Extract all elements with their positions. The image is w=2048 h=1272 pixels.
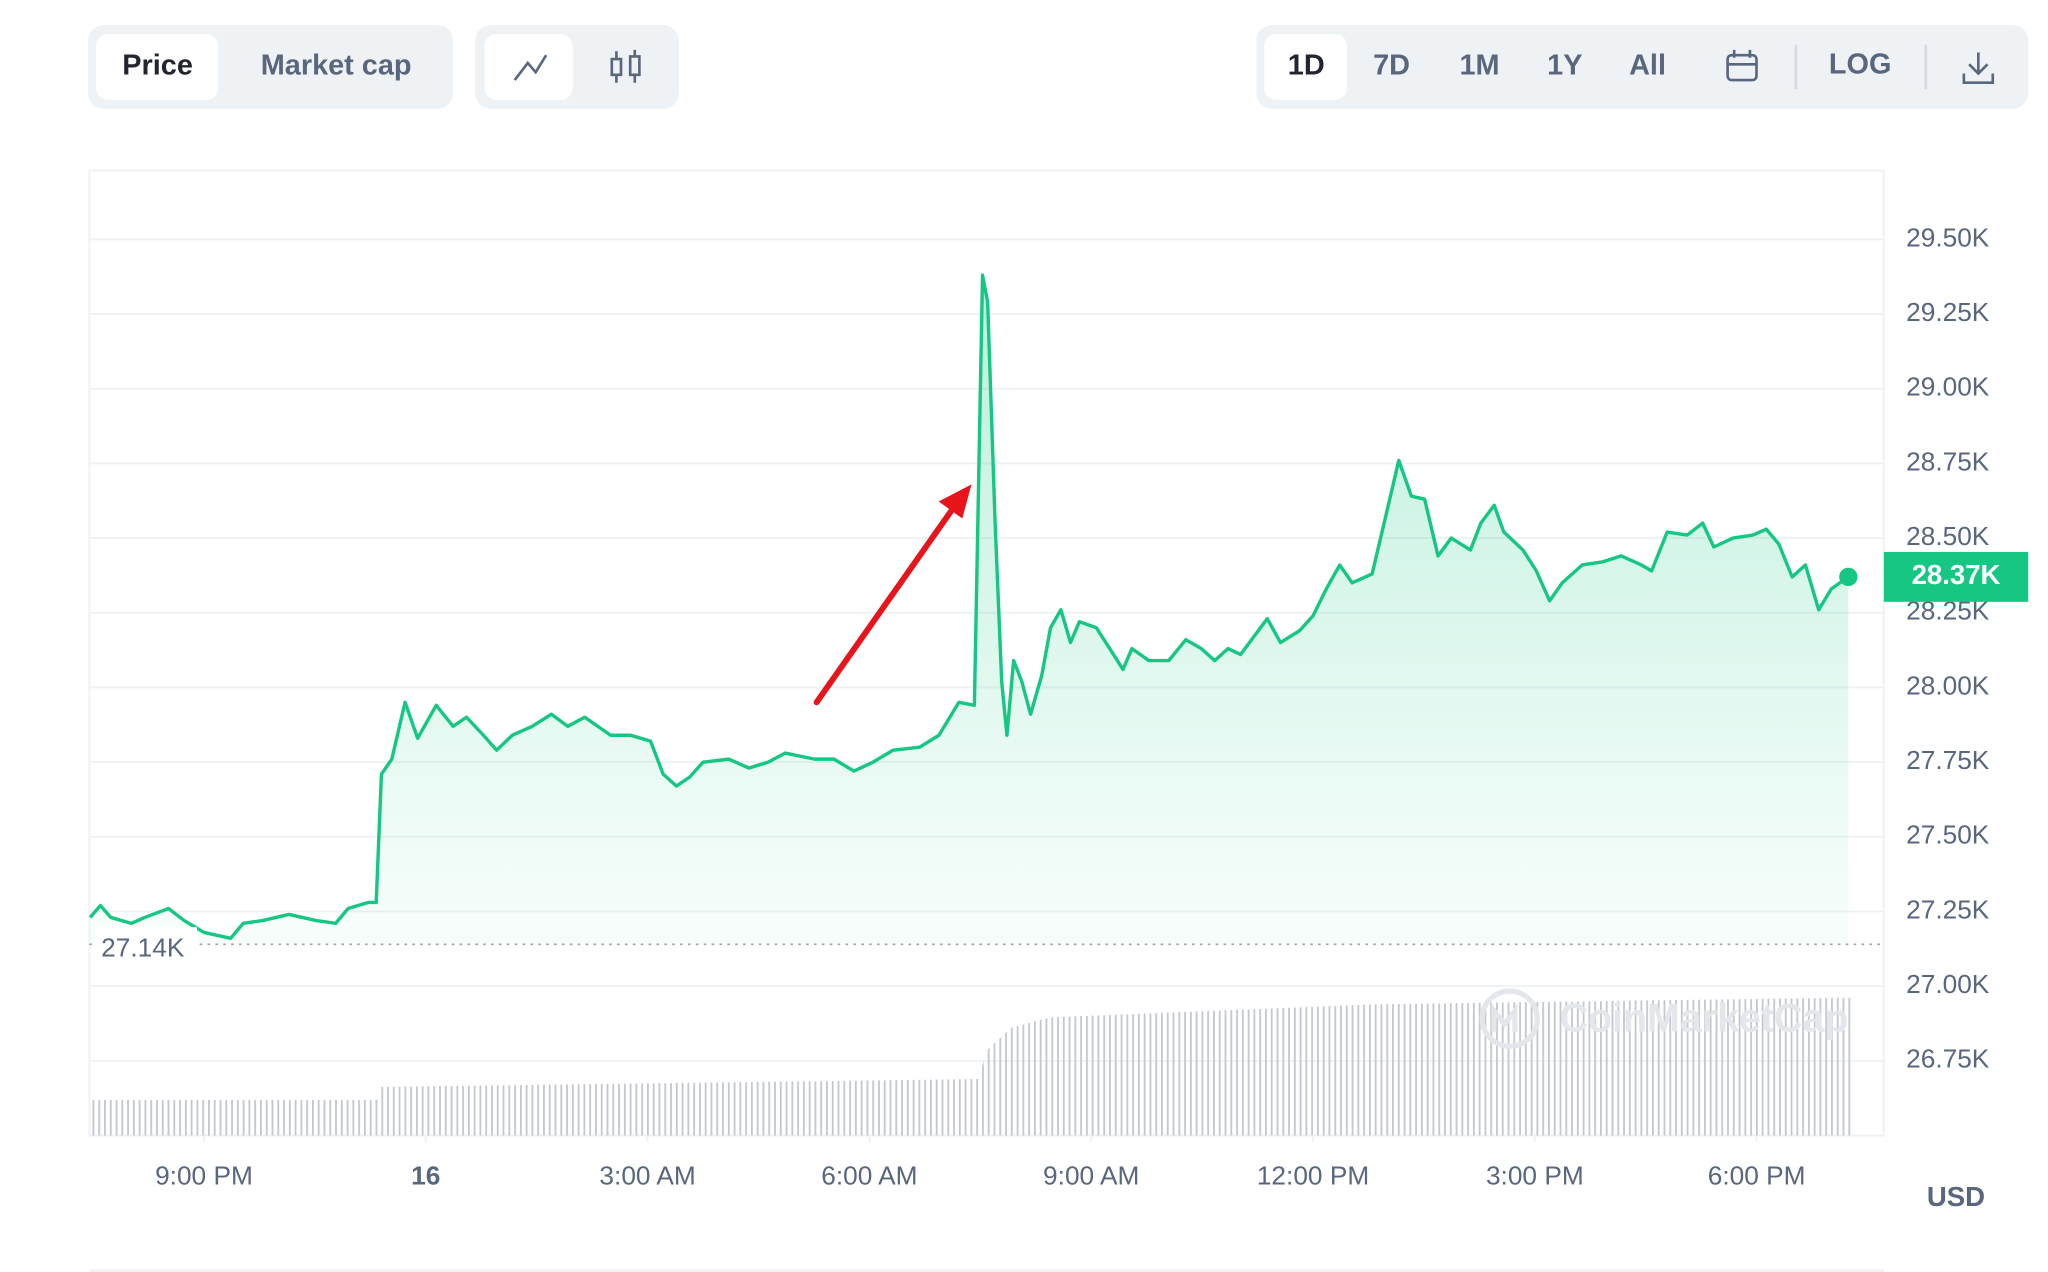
tab[interactable]: 1D <box>1288 50 1325 82</box>
volume-bars <box>89 997 1851 1136</box>
y-tick-label: 29.50K <box>1906 222 1990 252</box>
price-line <box>88 273 1850 941</box>
tab[interactable]: 7D <box>1373 50 1410 82</box>
tab[interactable]: Price <box>122 50 193 82</box>
x-tick-label: 9:00 PM <box>155 1160 253 1190</box>
y-tick-label: 27.75K <box>1906 745 1990 775</box>
tab[interactable]: All <box>1629 50 1666 82</box>
y-tick-label: 27.00K <box>1906 969 1990 999</box>
y-tick-label: 27.50K <box>1906 820 1990 850</box>
x-tick-label: 6:00 AM <box>821 1160 917 1190</box>
x-tick-label: 6:00 PM <box>1708 1160 1806 1190</box>
reference-label: 27.14K <box>101 932 185 962</box>
tab[interactable]: Market cap <box>261 50 412 82</box>
area <box>90 275 1849 945</box>
watermark-logo <box>1479 988 1540 1049</box>
watermark: CoinMarketCap <box>1560 997 1849 1041</box>
y-tick-label: 26.75K <box>1906 1044 1990 1074</box>
price-badge-label: 28.37K <box>1912 559 2001 590</box>
y-tick-label: 29.25K <box>1906 297 1990 327</box>
candle-icon[interactable] <box>610 49 641 83</box>
line-icon[interactable] <box>513 54 548 81</box>
calendar-icon[interactable] <box>1726 49 1758 82</box>
y-tick-label: 28.50K <box>1906 521 1990 551</box>
y-unit: USD <box>1927 1181 1985 1212</box>
y-tick-label: 29.00K <box>1906 372 1990 402</box>
tab[interactable]: 1Y <box>1547 50 1582 82</box>
arrow-shaft <box>813 495 963 706</box>
x-tick-label: 3:00 PM <box>1486 1160 1584 1190</box>
last-point <box>1839 567 1858 587</box>
x-tick-label: 16 <box>411 1160 440 1190</box>
active-tab <box>1264 34 1347 100</box>
reference-label-bg <box>94 927 198 962</box>
x-tick-label: 12:00 PM <box>1257 1160 1369 1190</box>
x-tick-label: 3:00 AM <box>599 1160 695 1190</box>
price-badge <box>1883 551 2029 602</box>
active-tab <box>484 34 573 100</box>
y-tick-label: 28.00K <box>1906 670 1990 700</box>
tab[interactable]: 1M <box>1459 50 1499 82</box>
x-tick-label: 9:00 AM <box>1043 1160 1139 1190</box>
arrow-head <box>938 484 972 519</box>
range-group <box>1256 24 2029 109</box>
y-tick-label: 28.75K <box>1906 446 1990 476</box>
y-tick-label: 27.25K <box>1906 894 1990 924</box>
log-button[interactable]: LOG <box>1829 48 1892 80</box>
active-tab <box>95 34 219 100</box>
download-icon[interactable] <box>1962 52 1995 85</box>
